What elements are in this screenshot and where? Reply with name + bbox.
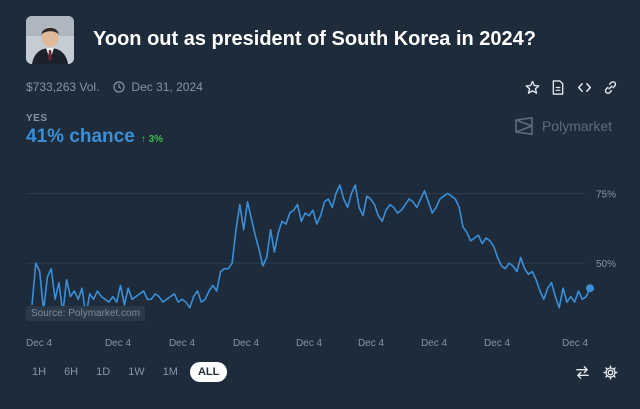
current-price-dot	[586, 284, 594, 293]
polymarket-logo-icon	[515, 117, 533, 135]
series-line-yes	[31, 184, 591, 317]
x-tick-label: Dec 4	[421, 338, 448, 349]
x-tick-label: Dec 4	[26, 338, 53, 349]
market-avatar	[26, 16, 74, 64]
brand-name: Polymarket	[541, 118, 612, 134]
swap-icon[interactable]	[574, 364, 590, 380]
document-icon[interactable]	[550, 79, 566, 95]
range-6h[interactable]: 6H	[64, 366, 79, 378]
source-watermark: Source: Polymarket.com	[26, 306, 145, 321]
chance-change: ↑ 3%	[140, 134, 164, 145]
avatar-portrait-image	[26, 16, 74, 64]
market-meta: $733,263 Vol. Dec 31, 2024	[26, 80, 203, 94]
range-1h[interactable]: 1H	[32, 366, 47, 378]
range-1d[interactable]: 1D	[96, 366, 111, 378]
chance-percent: 41% chance	[26, 126, 135, 147]
x-tick-label: Dec 4	[233, 338, 260, 349]
outcome-label: YES	[26, 113, 48, 124]
polymarket-logo: Polymarket	[514, 117, 612, 135]
chart-actions	[574, 364, 618, 380]
market-title: Yoon out as president of South Korea in …	[93, 28, 537, 50]
y-tick-label: 50%	[596, 259, 616, 270]
end-date-text: Dec 31, 2024	[131, 80, 203, 94]
clock-icon	[113, 81, 126, 93]
x-tick-label: Dec 4	[169, 338, 196, 349]
time-range-selector: 1H 6H 1D 1W 1M ALL	[26, 362, 228, 382]
x-tick-label: Dec 4	[296, 338, 323, 349]
range-1m[interactable]: 1M	[162, 366, 178, 378]
range-all[interactable]: ALL	[189, 362, 228, 382]
link-icon[interactable]	[602, 79, 618, 95]
x-tick-label: Dec 4	[562, 338, 589, 349]
market-actions	[524, 79, 618, 95]
price-chart[interactable]: 75% 50% Dec 4 Dec 4 Dec 4 Dec 4 Dec 4 Dec 4 Dec…	[0, 160, 640, 355]
end-date: Dec 31, 2024	[113, 80, 203, 94]
chance-display: 41% chance ↑ 3%	[26, 126, 163, 148]
y-tick-label: 75%	[596, 189, 616, 200]
range-1w[interactable]: 1W	[128, 366, 145, 378]
settings-gear-icon[interactable]	[602, 364, 618, 380]
x-tick-label: Dec 4	[484, 338, 511, 349]
volume-text: $733,263 Vol.	[26, 80, 100, 94]
x-tick-label: Dec 4	[358, 338, 385, 349]
star-icon[interactable]	[524, 79, 540, 95]
x-tick-label: Dec 4	[105, 338, 132, 349]
code-icon[interactable]	[576, 79, 592, 95]
